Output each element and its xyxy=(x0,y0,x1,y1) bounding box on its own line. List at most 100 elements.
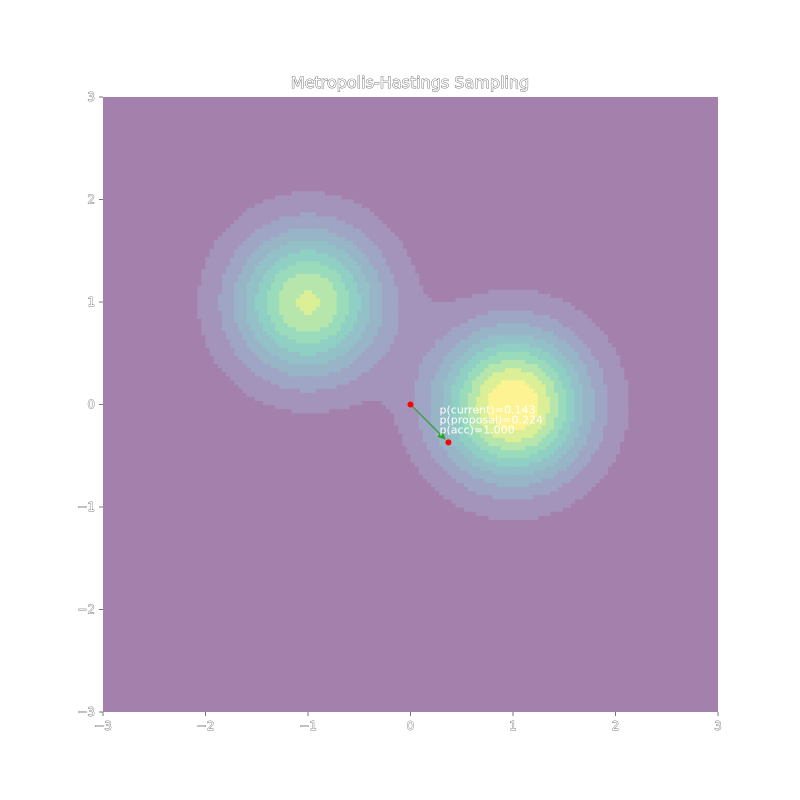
contour-cell xyxy=(439,347,444,352)
contour-cell xyxy=(496,412,502,418)
contour-cell xyxy=(406,293,412,299)
contour-cell xyxy=(517,392,522,397)
contour-cell xyxy=(291,285,297,291)
contour-cell xyxy=(394,351,399,356)
contour-cell xyxy=(267,347,272,352)
contour-cell xyxy=(398,330,403,336)
contour-cell xyxy=(365,371,371,377)
contour-cell xyxy=(390,338,395,344)
contour-cell xyxy=(566,445,571,451)
contour-cell xyxy=(545,502,551,508)
contour-cell xyxy=(217,330,223,336)
contour-cell xyxy=(279,199,284,205)
contour-cell xyxy=(586,449,592,455)
contour-cell xyxy=(463,437,469,442)
contour-cell xyxy=(500,367,506,373)
contour-cell xyxy=(496,297,502,303)
contour-cell xyxy=(398,252,403,258)
contour-cell xyxy=(467,302,473,307)
contour-cell xyxy=(504,416,510,422)
contour-cell xyxy=(586,461,592,467)
contour-cell xyxy=(271,252,276,258)
contour-cell xyxy=(488,416,494,422)
contour-cell xyxy=(496,375,502,381)
contour-cell xyxy=(521,384,526,389)
contour-cell xyxy=(549,396,555,401)
contour-cell xyxy=(459,420,465,426)
contour-cell xyxy=(562,502,567,508)
contour-cell xyxy=(508,289,514,295)
contour-cell xyxy=(385,297,391,303)
contour-cell xyxy=(262,388,268,393)
contour-cell xyxy=(431,441,436,447)
contour-cell xyxy=(246,215,252,221)
contour-cell xyxy=(549,449,555,455)
contour-cell xyxy=(451,433,457,438)
contour-cell xyxy=(582,371,588,377)
contour-cell xyxy=(361,326,366,332)
contour-cell xyxy=(500,449,506,455)
contour-cell xyxy=(537,379,543,385)
contour-cell xyxy=(398,261,403,266)
contour-cell xyxy=(332,400,338,406)
contour-cell xyxy=(492,429,498,434)
contour-cell xyxy=(459,379,465,385)
contour-cell xyxy=(308,252,313,258)
contour-cell xyxy=(488,511,494,516)
contour-cell xyxy=(209,297,215,303)
contour-cell xyxy=(492,338,498,344)
contour-cell xyxy=(221,265,227,270)
contour-cell xyxy=(562,306,567,311)
contour-cell xyxy=(549,351,555,356)
contour-cell xyxy=(344,318,350,324)
contour-cell xyxy=(549,482,555,488)
contour-cell xyxy=(578,396,584,401)
contour-cell xyxy=(426,338,432,344)
contour-cell xyxy=(283,277,289,283)
contour-cell xyxy=(230,261,235,266)
contour-cell xyxy=(221,338,227,344)
contour-cell xyxy=(463,314,469,319)
contour-cell xyxy=(365,310,371,315)
contour-cell xyxy=(549,388,555,393)
contour-cell xyxy=(303,367,309,373)
contour-cell xyxy=(500,408,506,414)
contour-cell xyxy=(373,215,379,221)
contour-cell xyxy=(312,252,317,258)
contour-cell xyxy=(402,351,407,356)
contour-cell xyxy=(455,388,461,393)
contour-cell xyxy=(340,388,346,393)
contour-cell xyxy=(443,453,448,459)
contour-cell xyxy=(517,474,522,479)
contour-cell xyxy=(508,375,514,381)
contour-cell xyxy=(394,289,399,295)
contour-cell xyxy=(578,466,584,471)
contour-cell xyxy=(492,437,498,442)
contour-cell xyxy=(508,347,514,352)
contour-cell xyxy=(320,314,325,319)
contour-cell xyxy=(431,466,436,471)
contour-cell xyxy=(623,379,629,385)
contour-cell xyxy=(504,289,510,295)
contour-cell xyxy=(558,334,563,340)
contour-cell xyxy=(476,478,481,483)
contour-cell xyxy=(582,379,588,385)
contour-cell xyxy=(562,449,567,455)
contour-cell xyxy=(262,293,268,299)
contour-cell xyxy=(197,285,202,291)
contour-cell xyxy=(549,453,555,459)
contour-cell xyxy=(615,355,621,360)
contour-cell xyxy=(525,408,530,414)
contour-cell xyxy=(484,367,489,373)
contour-cell xyxy=(463,420,469,426)
contour-cell xyxy=(267,261,272,266)
contour-cell xyxy=(418,347,424,352)
contour-cell xyxy=(558,404,563,410)
contour-cell xyxy=(513,408,518,414)
contour-cell xyxy=(316,265,321,270)
contour-cell xyxy=(353,207,358,213)
contour-cell xyxy=(545,400,551,406)
contour-cell xyxy=(361,371,366,377)
contour-cell xyxy=(472,355,477,360)
contour-cell xyxy=(250,384,256,389)
